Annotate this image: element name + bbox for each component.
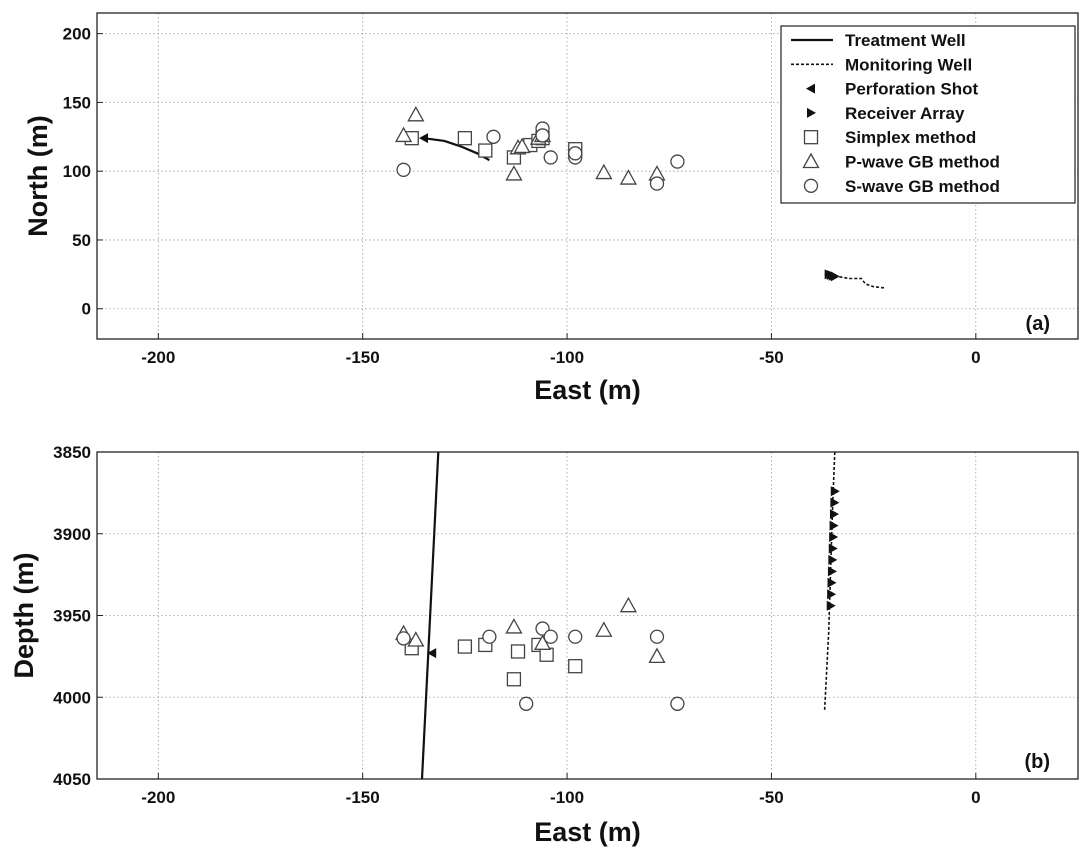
x-tick-label: -100 — [550, 348, 584, 367]
circle-point — [482, 629, 497, 644]
x-tick-label: 0 — [971, 788, 980, 807]
square-point — [457, 639, 473, 654]
x-tick-label: 0 — [971, 348, 980, 367]
legend-symbol — [802, 152, 820, 169]
legend-label: Perforation Shot — [845, 80, 979, 99]
square-point — [568, 659, 583, 674]
legend-box — [780, 25, 1076, 204]
x-axis-label-a: East (m) — [534, 375, 641, 405]
legend-label: Treatment Well — [845, 31, 966, 50]
y-tick-label: 100 — [63, 162, 91, 181]
triangle-point — [407, 105, 425, 122]
y-tick-label: 4000 — [53, 688, 91, 707]
y-tick-label: 3900 — [53, 525, 91, 544]
square-point — [457, 131, 473, 146]
panel-a: -200 -150 -100 -50 0 0 50 100 150 200 East (m) No… — [23, 12, 1079, 405]
receiver-marker — [829, 520, 839, 531]
legend-symbol — [807, 107, 816, 118]
triangle-point — [407, 631, 425, 647]
square-point — [510, 644, 526, 659]
triangle-point — [533, 634, 552, 650]
triangle-point — [505, 618, 523, 634]
perforation-shot-marker — [427, 648, 437, 659]
receiver-marker — [830, 271, 840, 282]
x-tick-label: -150 — [346, 348, 380, 367]
panel-b: -200 -150 -100 -50 0 3850 3900 3950 4000 4050 Eas… — [9, 443, 1079, 847]
y-tick-label: 4050 — [53, 770, 91, 789]
receiver-marker — [828, 543, 838, 554]
x-tick-label: -150 — [346, 788, 380, 807]
receiver-marker — [829, 532, 839, 543]
legend-symbol — [806, 83, 815, 94]
circle-point — [568, 146, 583, 161]
circle-point — [396, 162, 411, 177]
triangle-point — [505, 165, 523, 181]
y-tick-label: 3850 — [53, 443, 91, 462]
plot-frame-b — [96, 451, 1079, 780]
triangle-point — [595, 163, 613, 180]
legend: Treatment Well Monitoring Well Perforation… — [780, 25, 1076, 204]
panel-tag-a: (a) — [1026, 313, 1050, 335]
receiver-marker — [826, 600, 836, 611]
square-point — [478, 143, 493, 158]
square-point — [539, 647, 554, 662]
triangle-point — [619, 596, 637, 613]
legend-label: S-wave GB method — [845, 177, 1000, 196]
square-point — [506, 672, 522, 687]
y-axis-label-b: Depth (m) — [9, 553, 39, 679]
x-tick-label: -100 — [550, 788, 584, 807]
circle-point — [543, 150, 558, 165]
plot-frame-a — [96, 12, 1079, 340]
legend-symbol — [803, 130, 819, 145]
panel-tag-b: (b) — [1024, 751, 1050, 773]
treatment-well-line — [420, 451, 440, 780]
monitoring-well-line — [824, 273, 886, 289]
y-tick-label: 0 — [82, 300, 91, 319]
circle-point — [670, 154, 685, 169]
y-tick-label: 50 — [72, 231, 91, 250]
x-tick-label: -200 — [141, 348, 175, 367]
circle-point — [535, 128, 550, 143]
y-tick-label: 200 — [63, 25, 91, 44]
triangle-point — [648, 647, 666, 664]
circle-point — [543, 629, 558, 644]
receiver-marker — [827, 566, 837, 577]
circle-point — [486, 129, 501, 144]
receiver-marker — [830, 486, 840, 497]
x-tick-label: -50 — [759, 788, 784, 807]
circle-point — [649, 176, 665, 191]
legend-label: Receiver Array — [845, 104, 965, 123]
circle-point — [649, 629, 665, 644]
legend-label: P-wave GB method — [845, 153, 1000, 172]
triangle-point — [595, 621, 613, 637]
legend-label: Monitoring Well — [845, 55, 972, 74]
x-tick-label: -50 — [759, 348, 784, 367]
receiver-marker — [828, 554, 838, 565]
x-axis-label-b: East (m) — [534, 817, 641, 847]
receiver-marker — [829, 509, 839, 520]
circle-point — [519, 696, 534, 711]
y-tick-label: 150 — [63, 93, 91, 112]
circle-point — [568, 629, 583, 644]
y-tick-label: 3950 — [53, 607, 91, 626]
monitoring-well-line — [823, 451, 836, 711]
legend-label: Simplex method — [845, 128, 976, 147]
legend-symbol — [803, 178, 819, 193]
receiver-marker — [830, 497, 840, 508]
y-axis-label-a: North (m) — [23, 115, 53, 236]
triangle-point — [619, 169, 637, 185]
receiver-marker — [827, 577, 837, 588]
triangle-point — [513, 137, 531, 154]
circle-point — [670, 696, 685, 711]
triangle-point — [394, 126, 413, 143]
circle-point — [396, 631, 411, 646]
x-tick-label: -200 — [141, 788, 175, 807]
perforation-shot-marker — [419, 133, 428, 144]
receiver-marker — [827, 589, 837, 600]
